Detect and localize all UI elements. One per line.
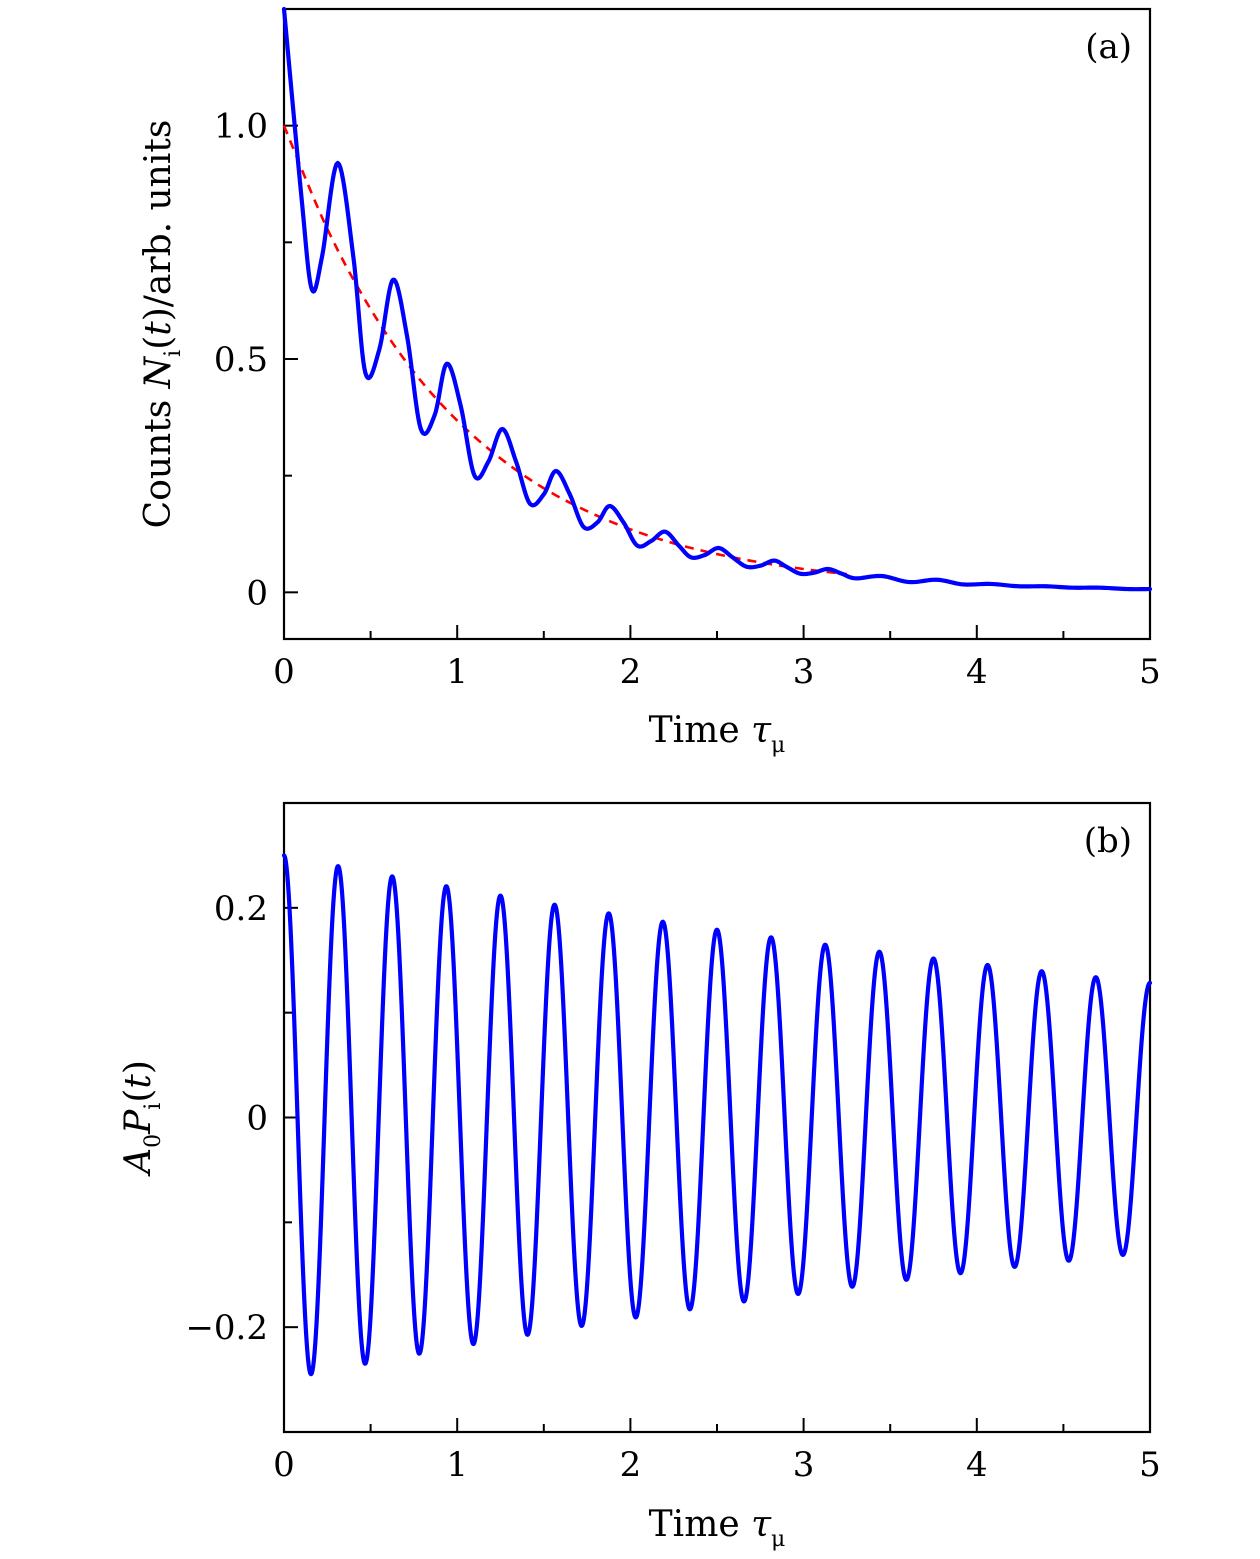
- panel-b-x-tick-label: 2: [620, 1445, 642, 1485]
- panel-a-x-tick-label: 4: [966, 652, 988, 692]
- panel-a-fit-curve-dashed: [282, 125, 848, 576]
- panel-a-y-title-prefix: Counts: [138, 388, 179, 528]
- panel-a-x-tick-label: 1: [446, 652, 468, 692]
- panel-a-y-title-suffix: )/arb. units: [138, 120, 179, 322]
- panel-a-y-title-var: t: [138, 321, 179, 336]
- panel-a-ticks: 0 1 2 3 4 5 0 0.5 1.0: [214, 8, 1161, 692]
- panel-b-x-tick-label: 0: [273, 1445, 295, 1485]
- panel-b-x-tick-label: 5: [1139, 1445, 1161, 1485]
- panel-b-y-title-p: P: [118, 1109, 159, 1135]
- panel-a-x-title-text: Time: [649, 710, 751, 751]
- panel-a-frame: [282, 7, 1152, 641]
- panel-a-x-tick-label: 0: [273, 652, 295, 692]
- panel-b-y-title-p-sub: i: [141, 1103, 166, 1110]
- panel-b-y-title-a-sub: 0: [141, 1134, 166, 1148]
- panel-a-x-tick-label: 2: [620, 652, 642, 692]
- panel-b-label: (b): [1084, 821, 1132, 861]
- panel-a-y-title-paren: (: [138, 336, 179, 350]
- panel-b-x-tick-label: 4: [966, 1445, 988, 1485]
- panel-b-x-title-sub: μ: [771, 1527, 785, 1552]
- panel-a-y-title-sub: i: [161, 350, 186, 357]
- panel-a-x-tick-label: 3: [793, 652, 815, 692]
- panel-b-x-title-text: Time: [649, 1504, 751, 1545]
- panel-b-data-curve: [281, 853, 1153, 1377]
- panel-b-frame: [282, 801, 1152, 1434]
- panel-a-y-tick-label: 1.0: [214, 107, 268, 147]
- panel-b-polarization-chart: 0 1 2 3 4 5−0.200.2 (b) Time τμ A0Pi(t): [118, 801, 1161, 1552]
- panel-b-x-title-symbol: τ: [751, 1504, 772, 1545]
- panel-b-x-tick-label: 1: [446, 1445, 468, 1485]
- panel-b-y-title-a: A: [118, 1148, 159, 1177]
- panel-b-ticks: 0 1 2 3 4 5 −0.2 0 0.2: [185, 802, 1161, 1485]
- panel-b-x-axis-title: Time τμ: [649, 1504, 786, 1552]
- panel-a-y-title-symbol: N: [138, 355, 179, 389]
- panel-a-y-tick-label: 0: [246, 573, 268, 613]
- panel-a-x-title-symbol: τ: [751, 710, 772, 751]
- panel-a-data-curve: [281, 6, 1153, 592]
- panel-b-x-tick-label: 3: [793, 1445, 815, 1485]
- panel-b-y-title-var: t: [118, 1074, 159, 1089]
- panel-b-y-title-close: ): [118, 1060, 159, 1074]
- panel-b-y-tick-label: 0: [246, 1099, 268, 1139]
- panel-a-label: (a): [1085, 27, 1132, 67]
- panel-a-x-title-sub: μ: [771, 733, 785, 758]
- panel-b-series: [281, 853, 1153, 1377]
- panel-b-y-tick-label: 0.2: [214, 889, 268, 929]
- panel-b-y-tick-label: −0.2: [185, 1308, 268, 1348]
- panel-b-y-axis-title: A0Pi(t): [118, 1060, 166, 1177]
- panel-a-y-axis-title: Counts Ni(t)/arb. units: [138, 120, 186, 529]
- panel-a-x-tick-label: 5: [1139, 652, 1161, 692]
- panel-b-y-title-paren: (: [118, 1089, 159, 1103]
- panel-a-counts-chart: 0 1 2 3 4 5 0 0.5 1.0 (a) Time τμ Counts Ni(t)/a…: [138, 6, 1161, 758]
- panel-a-x-axis-title: Time τμ: [649, 710, 786, 758]
- panel-a-y-tick-label: 0.5: [214, 340, 268, 380]
- panel-a-series: [281, 6, 1153, 592]
